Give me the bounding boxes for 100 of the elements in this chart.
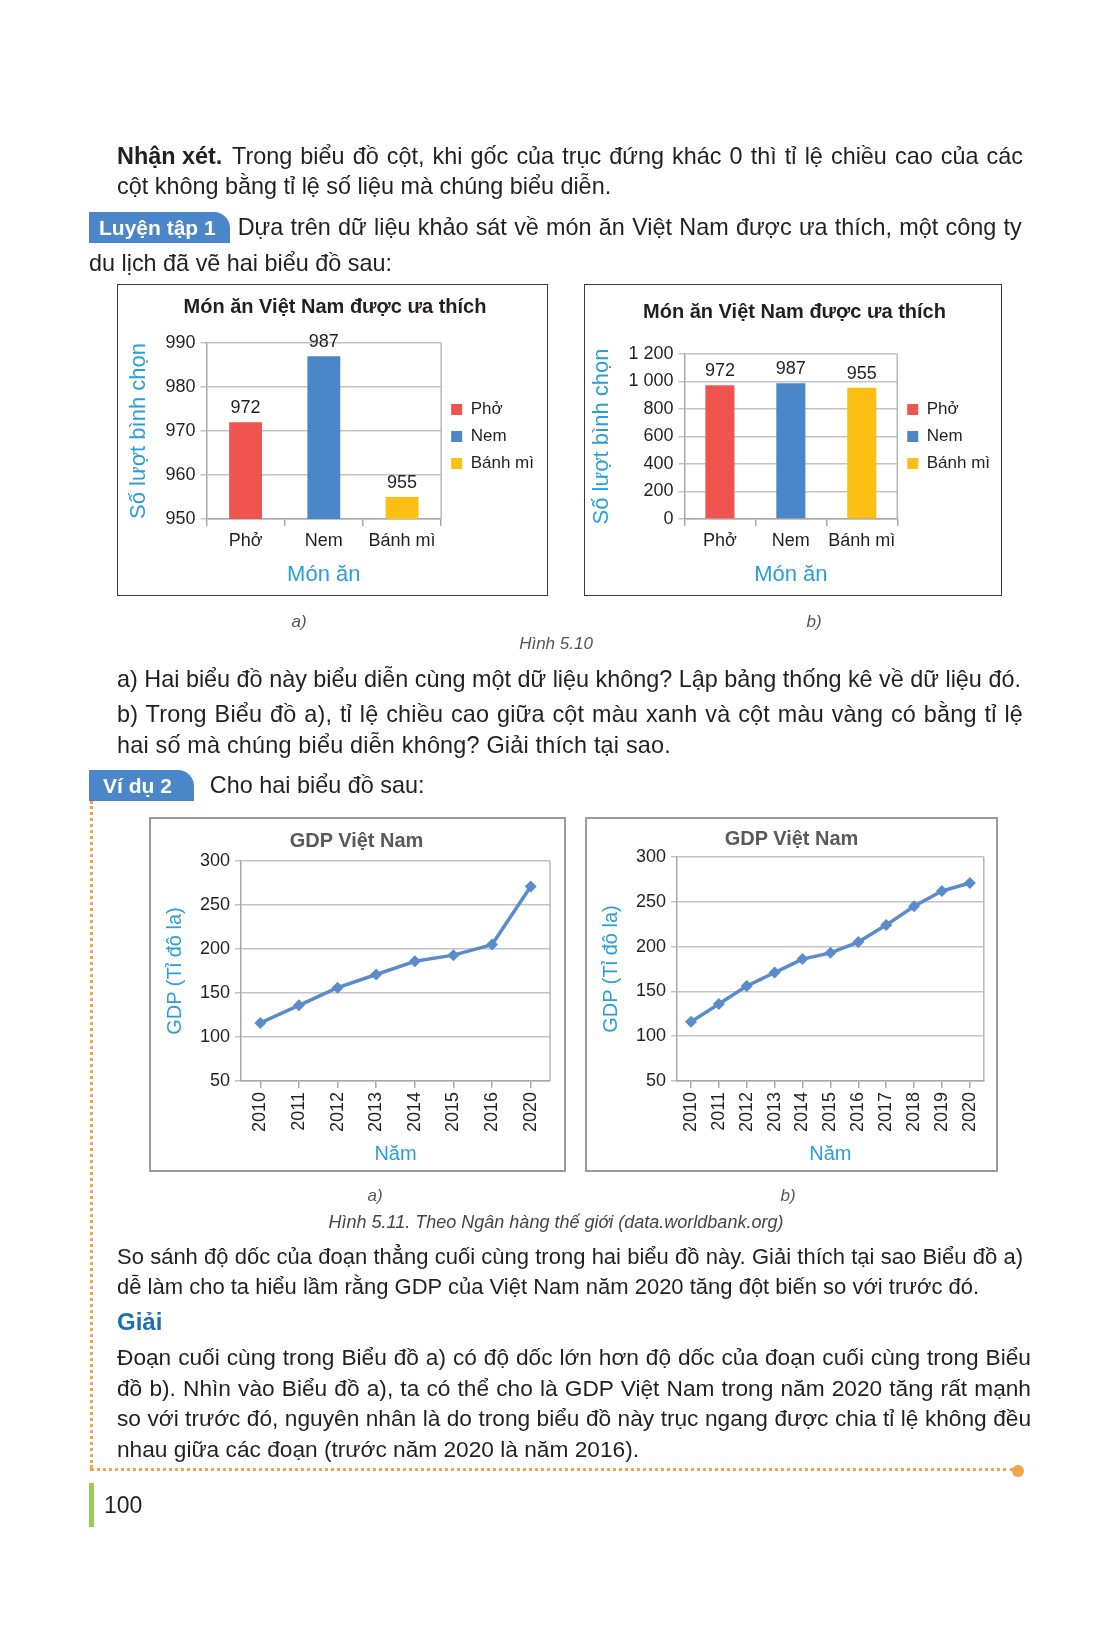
x-tick-label: 2010 bbox=[249, 1091, 270, 1132]
x-tick-label: 2011 bbox=[287, 1091, 308, 1131]
data-label: 987 bbox=[775, 358, 806, 379]
text: a) bbox=[367, 1186, 383, 1205]
point bbox=[684, 1015, 697, 1028]
x-tick-label: Phở bbox=[703, 529, 738, 550]
legend-label: Nem bbox=[470, 426, 507, 446]
y-tick-label: 1 000 bbox=[628, 370, 674, 391]
x-tick-label: 2020 bbox=[519, 1091, 540, 1132]
y-tick-label: 250 bbox=[635, 890, 667, 911]
y-tick-label: 800 bbox=[643, 397, 674, 418]
text: b) bbox=[806, 612, 822, 631]
text: So sánh độ dốc của đoạn thẳng cuối cùng trong hai biểu đồ này. Giải thích tại sao Biểu đồ a) dễ làm cho ta hiểu lầm rằng GDP của Việt Nam năm 2020 tăng đột biến so với trước đó. bbox=[117, 1244, 1023, 1299]
text: Hình 5.10 bbox=[519, 634, 593, 653]
chart-title: Món ăn Việt Nam được ưa thích bbox=[643, 299, 946, 322]
y-axis-title: Số lượt bình chọn bbox=[125, 343, 151, 519]
point bbox=[908, 900, 921, 913]
y-tick-label: 200 bbox=[643, 480, 674, 501]
point bbox=[768, 966, 781, 979]
y-tick-label: 50 bbox=[646, 1069, 667, 1090]
y-tick-label: 150 bbox=[635, 980, 667, 1001]
text: Nhận xét. Trong biểu đồ cột, khi gốc của trục đứng khác 0 thì tỉ lệ chiều cao của các cột không bằng tỉ lệ số liệu mà chúng biểu diễn. bbox=[117, 142, 1023, 201]
y-tick-label: 950 bbox=[165, 507, 196, 528]
x-tick-label: 2015 bbox=[442, 1091, 463, 1132]
y-tick-label: 200 bbox=[199, 937, 231, 958]
data-label: 955 bbox=[387, 471, 418, 492]
point bbox=[447, 949, 460, 962]
legend-label: Bánh mì bbox=[470, 453, 534, 473]
x-tick-label: 2012 bbox=[735, 1091, 756, 1132]
chart-title: GDP Việt Nam bbox=[289, 828, 424, 851]
text: 100 bbox=[104, 1492, 143, 1518]
x-tick-label: 2020 bbox=[958, 1091, 979, 1132]
data-label: 987 bbox=[308, 331, 339, 352]
point bbox=[963, 876, 976, 889]
y-tick-label: 100 bbox=[635, 1025, 667, 1046]
legend-label: Phở bbox=[926, 399, 959, 419]
x-axis-title: Món ăn bbox=[287, 560, 361, 586]
y-tick-label: 100 bbox=[199, 1025, 231, 1046]
y-axis-title: GDP (Tỉ đô la) bbox=[162, 907, 185, 1035]
x-tick-label: 2013 bbox=[763, 1091, 784, 1132]
legend-label: Phở bbox=[470, 399, 503, 419]
x-tick-label: 2016 bbox=[481, 1091, 502, 1132]
point bbox=[740, 980, 753, 992]
data-label: 972 bbox=[230, 397, 261, 418]
y-axis-title: GDP (Tỉ đô la) bbox=[598, 905, 621, 1033]
point bbox=[331, 981, 344, 994]
chart-title: Món ăn Việt Nam được ưa thích bbox=[183, 294, 487, 317]
y-tick-label: 300 bbox=[635, 845, 667, 866]
point bbox=[796, 953, 809, 966]
x-tick-label: Nem bbox=[304, 529, 343, 550]
text: b) Trong Biểu đồ a), tỉ lệ chiều cao giữa cột màu xanh và cột màu vàng có bằng tỉ lệ hai số mà chúng biểu diễn không? Giải thích tại sao. bbox=[117, 701, 1023, 758]
y-tick-label: 990 bbox=[165, 331, 196, 352]
x-tick-label: Bánh mì bbox=[368, 529, 436, 550]
y-tick-label: 970 bbox=[165, 419, 196, 440]
point bbox=[824, 946, 837, 959]
text: Cho hai biểu đồ sau: bbox=[209, 771, 426, 800]
x-tick-label: 2016 bbox=[847, 1091, 868, 1132]
point bbox=[852, 936, 865, 949]
point bbox=[935, 885, 948, 898]
data-label: 955 bbox=[846, 362, 877, 383]
y-tick-label: 0 bbox=[663, 507, 674, 528]
y-tick-label: 980 bbox=[165, 375, 196, 396]
legend-label: Nem bbox=[926, 426, 963, 446]
point bbox=[712, 997, 725, 1010]
y-axis-title: Số lượt bình chọn bbox=[588, 348, 614, 525]
text: b) bbox=[780, 1186, 796, 1205]
y-tick-label: 600 bbox=[643, 425, 674, 446]
point bbox=[524, 880, 537, 893]
x-tick-label: 2010 bbox=[679, 1091, 700, 1132]
y-tick-label: 150 bbox=[199, 981, 231, 1002]
point bbox=[486, 938, 499, 951]
chart-title: GDP Việt Nam bbox=[724, 826, 859, 849]
x-tick-label: 2011 bbox=[707, 1091, 728, 1131]
y-tick-label: 1 200 bbox=[628, 342, 674, 363]
text: Đoạn cuối cùng trong Biểu đồ a) có độ dốc lớn hơn độ dốc của đoạn cuối cùng trong Biểu đồ b). Nhìn vào Biểu đồ a), ta có thể cho là GDP Việt Nam trong năm 2020 tăng rất mạnh so với trước đó, nguyên nhân là do trong biểu đồ này trục ngang được chia tỉ lệ không đều nhau giữa các đoạn (trước năm 2020 là năm 2016). bbox=[117, 1344, 1031, 1462]
point bbox=[254, 1016, 267, 1029]
y-tick-label: 400 bbox=[643, 452, 674, 473]
y-tick-label: 200 bbox=[635, 935, 667, 956]
x-tick-label: 2013 bbox=[365, 1091, 386, 1132]
text: a) Hai biểu đồ này biểu diễn cùng một dữ liệu không? Lập bảng thống kê về dữ liệu đó. bbox=[117, 666, 1021, 692]
x-tick-label: 2014 bbox=[403, 1091, 424, 1132]
y-tick-label: 50 bbox=[210, 1069, 231, 1090]
legend-label: Bánh mì bbox=[926, 453, 991, 473]
x-tick-label: 2014 bbox=[791, 1091, 812, 1132]
data-label: 972 bbox=[704, 360, 735, 381]
y-tick-label: 960 bbox=[165, 463, 196, 484]
x-tick-label: 2017 bbox=[875, 1091, 896, 1132]
x-tick-label: Nem bbox=[771, 529, 810, 550]
x-tick-label: 2018 bbox=[903, 1091, 924, 1132]
text: Luyện tập 1 Dựa trên dữ liệu khảo sát về món ăn Việt Nam được ưa thích, một công ty du lịch đã vẽ hai biểu đồ sau: bbox=[89, 213, 1022, 278]
point bbox=[292, 999, 305, 1012]
x-tick-label: Bánh mì bbox=[828, 529, 896, 550]
x-axis-title: Năm bbox=[809, 1141, 852, 1164]
text: a) bbox=[291, 612, 307, 631]
x-axis-title: Năm bbox=[374, 1141, 417, 1164]
point bbox=[408, 955, 421, 968]
x-tick-label: 2019 bbox=[930, 1091, 951, 1132]
y-tick-label: 300 bbox=[199, 849, 231, 870]
text: Giải bbox=[117, 1308, 163, 1335]
x-tick-label: 2012 bbox=[326, 1091, 347, 1132]
